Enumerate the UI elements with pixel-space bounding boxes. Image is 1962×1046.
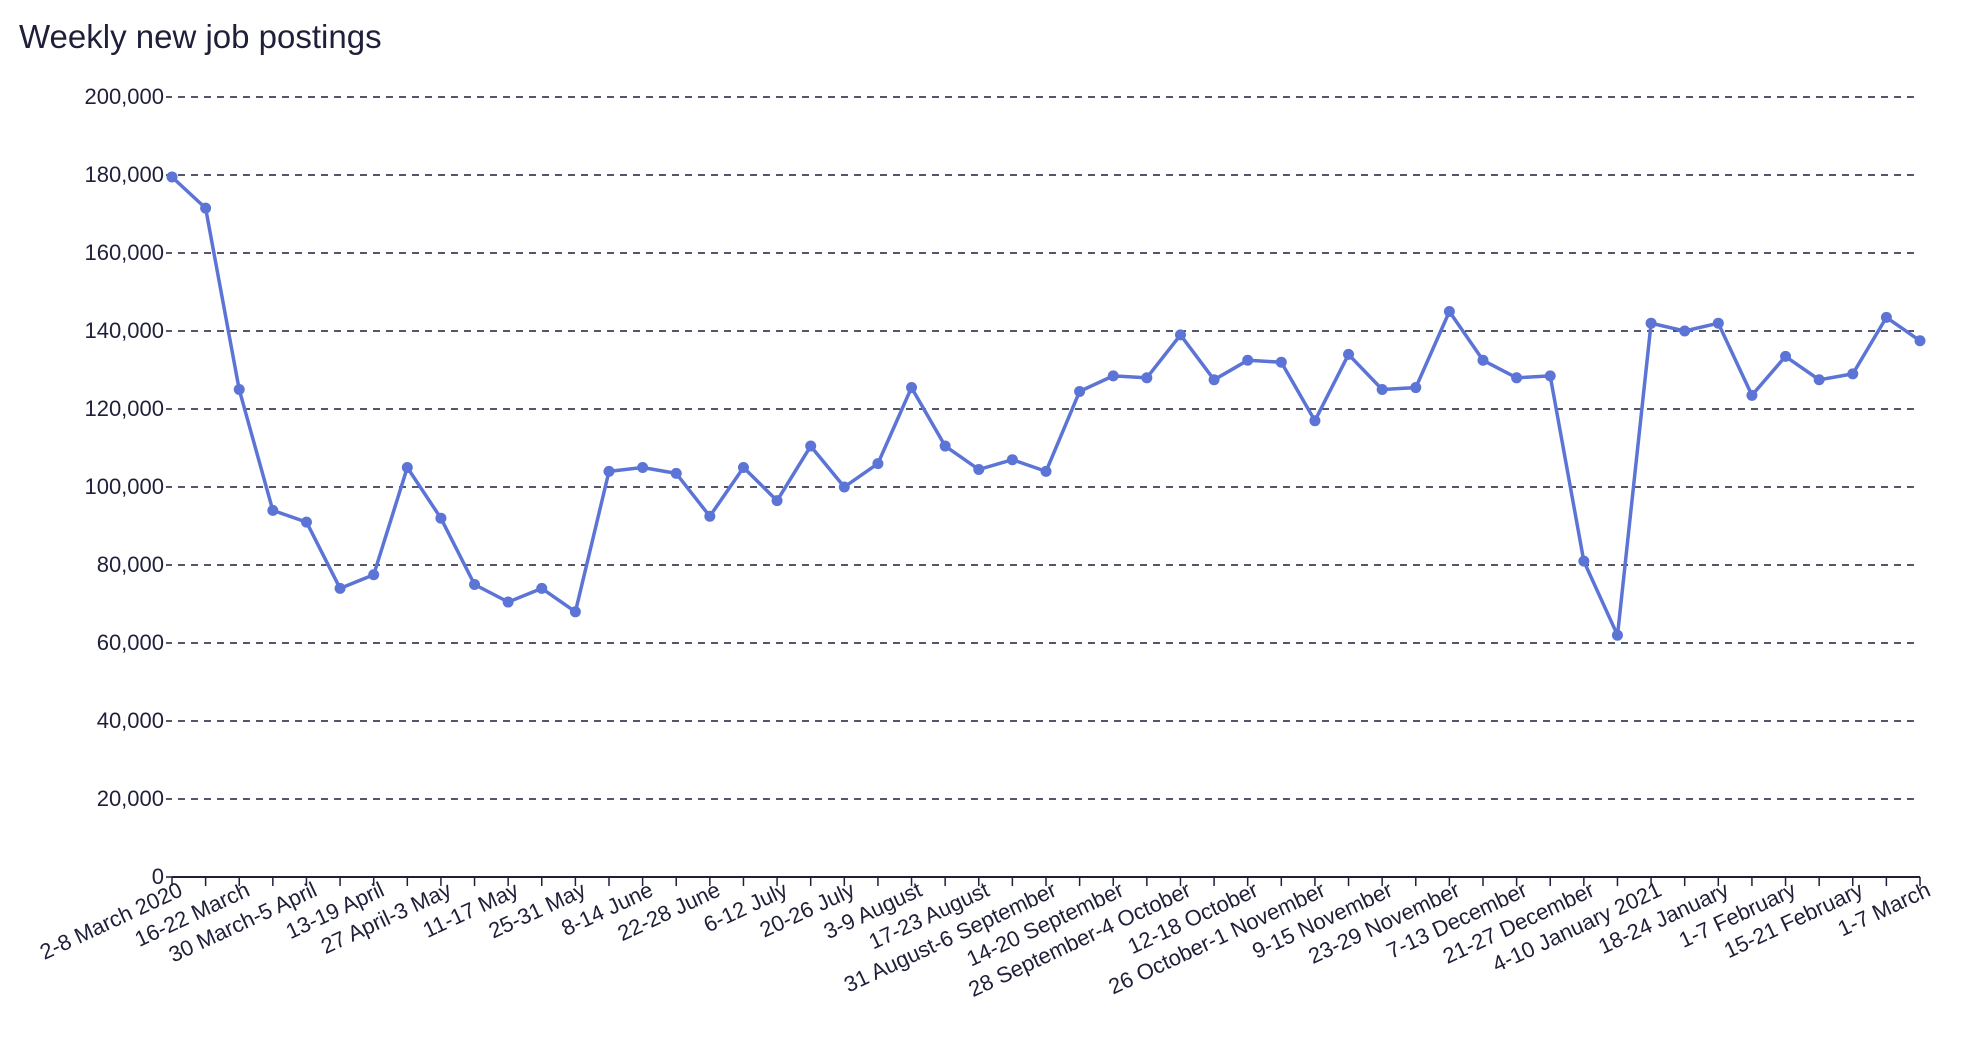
data-point — [737, 462, 749, 473]
data-point — [872, 458, 884, 470]
data-point — [300, 516, 312, 528]
y-tick-label: 60,000 — [97, 630, 164, 655]
y-tick-label: 40,000 — [97, 708, 164, 733]
data-point — [1141, 372, 1153, 384]
y-tick-label: 120,000 — [84, 396, 164, 421]
data-point — [1679, 325, 1691, 337]
data-point — [569, 606, 581, 618]
data-point — [1174, 329, 1186, 341]
data-point — [1780, 350, 1792, 362]
data-point — [1343, 348, 1355, 360]
data-point — [1006, 454, 1018, 466]
data-point — [1914, 335, 1926, 347]
data-point — [1847, 368, 1859, 380]
data-point — [1880, 311, 1892, 323]
y-tick-label: 140,000 — [84, 318, 164, 343]
series-weekly-postings — [166, 171, 1926, 641]
data-point — [973, 463, 985, 475]
y-tick-label: 200,000 — [84, 84, 164, 109]
y-tick-label: 20,000 — [97, 786, 164, 811]
data-point — [1309, 415, 1321, 427]
data-point — [1511, 372, 1523, 384]
data-point — [1746, 389, 1758, 401]
data-point — [838, 481, 850, 493]
data-point — [1107, 370, 1119, 382]
data-point — [1712, 317, 1724, 329]
data-point — [1578, 555, 1590, 567]
data-point — [771, 495, 783, 507]
data-point — [1040, 465, 1052, 477]
data-point — [670, 467, 682, 479]
data-point — [233, 384, 245, 395]
y-tick-label: 0 — [152, 864, 164, 889]
data-point — [1275, 356, 1287, 368]
axes — [166, 96, 1921, 886]
data-point — [637, 462, 649, 473]
data-point — [334, 582, 346, 594]
data-point — [1242, 354, 1254, 366]
data-point — [1074, 385, 1086, 397]
data-point — [603, 465, 615, 477]
y-tick-labels: 0 20,000 40,000 60,000 80,000 100,000 120,000 1… — [84, 84, 164, 889]
data-point — [805, 440, 817, 452]
y-tick-label: 160,000 — [84, 240, 164, 265]
data-point — [401, 462, 413, 473]
y-tick-label: 180,000 — [84, 162, 164, 187]
data-point — [704, 510, 716, 522]
data-point — [200, 202, 212, 214]
data-point — [502, 596, 514, 608]
data-point — [1477, 354, 1489, 366]
data-point — [1813, 374, 1825, 386]
data-point — [906, 382, 918, 394]
data-point — [1208, 374, 1220, 386]
y-tick-label: 100,000 — [84, 474, 164, 499]
data-point — [1443, 306, 1455, 317]
data-point — [1544, 370, 1556, 382]
data-point — [435, 512, 447, 524]
data-point — [1376, 384, 1388, 395]
data-point — [166, 171, 178, 183]
chart-title: Weekly new job postings — [19, 18, 382, 55]
data-point — [1410, 382, 1422, 394]
data-point — [267, 504, 279, 516]
series-line — [170, 175, 1922, 637]
data-point — [536, 582, 548, 594]
data-point — [368, 569, 380, 581]
y-tick-label: 80,000 — [97, 552, 164, 577]
data-point — [469, 579, 481, 590]
data-point — [1645, 317, 1657, 329]
data-point — [1611, 629, 1623, 641]
gridlines — [178, 96, 1920, 800]
data-point — [939, 440, 951, 452]
